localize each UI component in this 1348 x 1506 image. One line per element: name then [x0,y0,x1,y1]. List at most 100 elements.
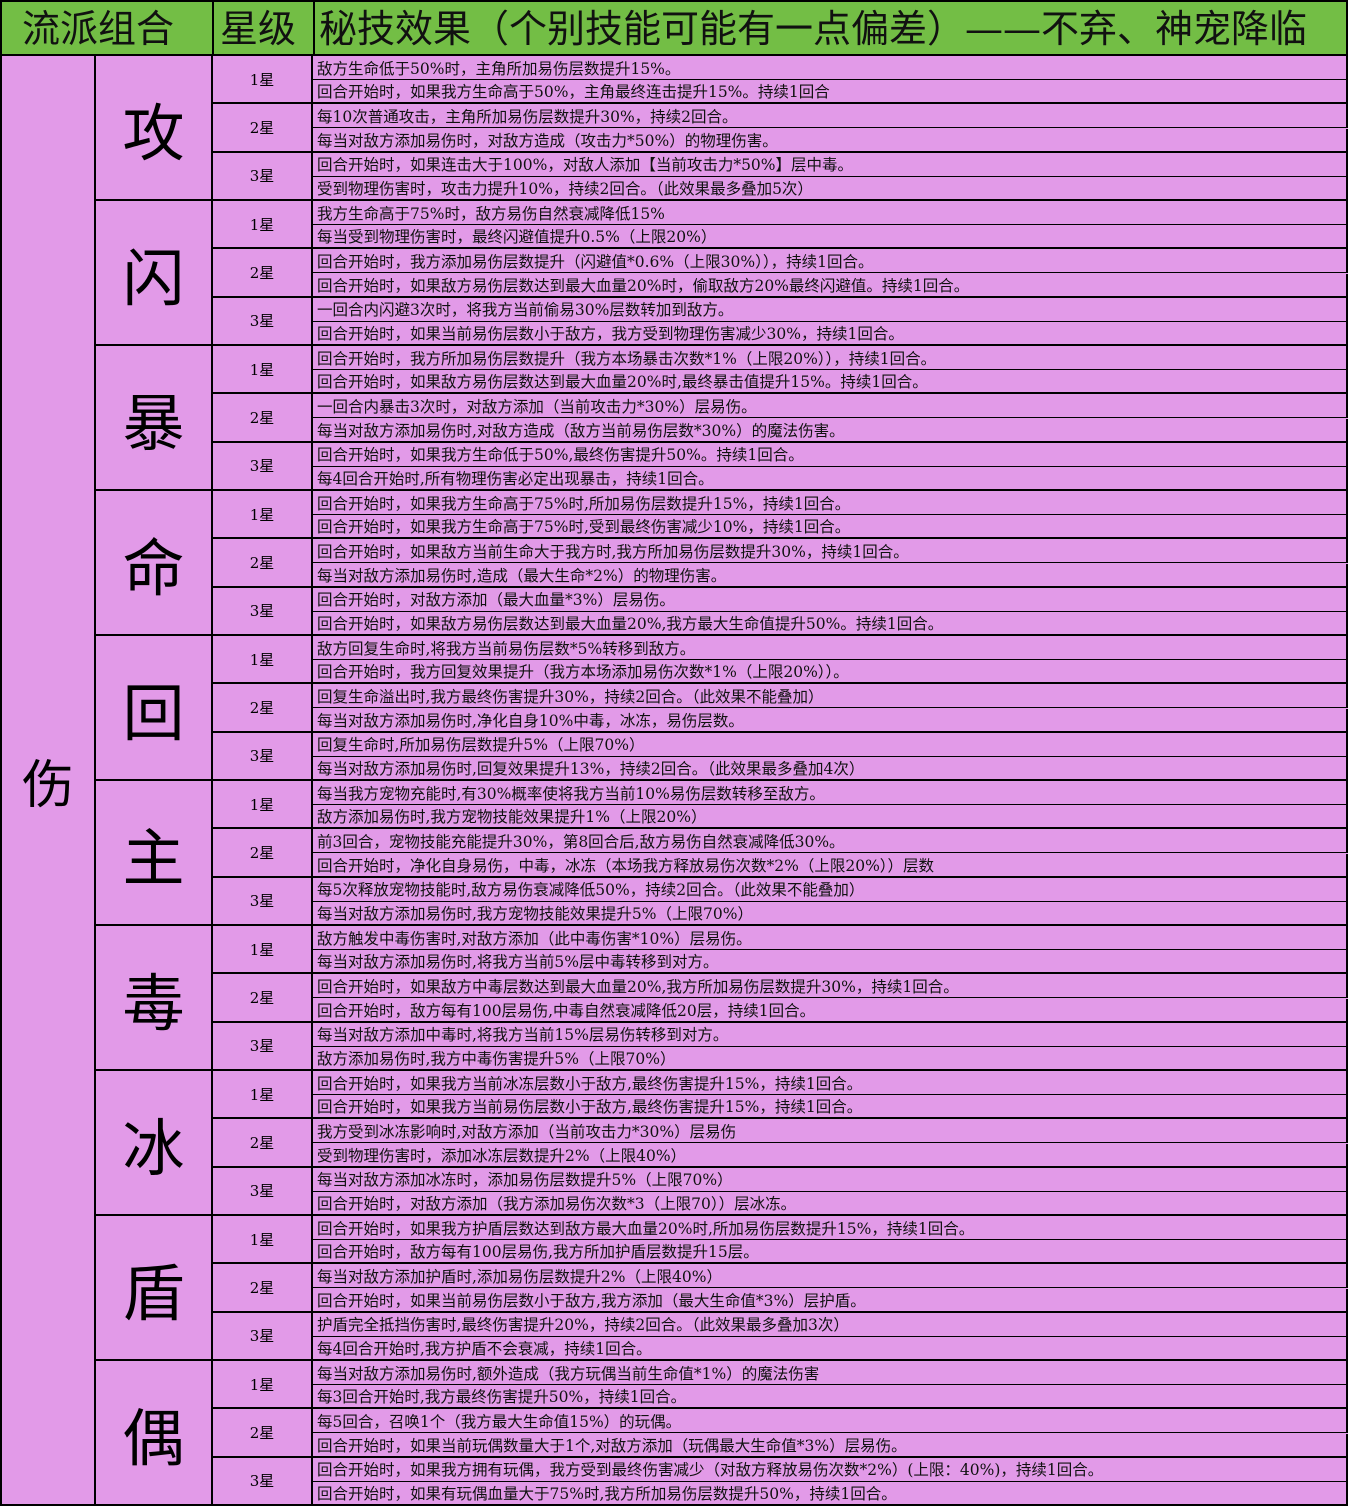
effect-cell: 回合开始时，我方所加易伤层数提升（我方本场暴击次数*1%（上限20%）），持续1… [313,346,1348,371]
star-level-cell: 2星 [213,249,313,298]
star-level-cell: 3星 [213,297,313,346]
effect-cell: 回合开始时，对敌方添加（最大血量*3%）层易伤。 [313,587,1348,612]
effect-cell: 回合开始时，对敌方添加（我方添加易伤次数*3（上限70））层冰冻。 [313,1191,1348,1216]
star-level-cell: 3星 [213,732,313,781]
category-cell: 伤 [0,56,96,1506]
star-level-cell: 3星 [213,152,313,201]
effect-cell: 回合开始时，如果我方拥有玩偶，我方受到最终伤害减少（对敌方释放易伤次数*2%）(… [313,1457,1348,1482]
star-level-cell: 1星 [213,491,313,540]
effect-cell: 每当对敌方添加护盾时,添加易伤层数提升2%（上限40%） [313,1264,1348,1289]
effect-cell: 每5回合，召唤1个（我方最大生命值15%）的玩偶。 [313,1409,1348,1434]
school-cell: 攻 [96,56,213,201]
effect-cell: 每当受到物理伤害时，最终闪避值提升0.5%（上限20%） [313,225,1348,250]
effect-cell: 每当对敌方添加易伤时,将我方当前5%层中毒转移到对方。 [313,950,1348,975]
effect-cell: 每当对敌方添加中毒时,将我方当前15%层易伤转移到对方。 [313,1022,1348,1047]
effect-cell: 每4回合开始时,我方护盾不会衰减，持续1回合。 [313,1336,1348,1361]
effect-cell: 回合开始时，我方添加易伤层数提升（闪避值*0.6%（上限30%）），持续1回合。 [313,249,1348,274]
effect-cell: 回合开始时，如果我方护盾层数达到敌方最大血量20%时,所加易伤层数提升15%，持… [313,1216,1348,1241]
effect-cell: 回合开始时，如果敌方当前生命大于我方时,我方所加易伤层数提升30%，持续1回合。 [313,539,1348,564]
star-level-cell: 3星 [213,1022,313,1071]
star-level-cell: 2星 [213,394,313,443]
star-level-cell: 1星 [213,636,313,685]
effect-cell: 每当我方宠物充能时,有30%概率使将我方当前10%易伤层数转移至敌方。 [313,781,1348,806]
effect-cell: 回合开始时，如果当前玩偶数量大于1个,对敌方添加（玩偶最大生命值*3%）层易伤。 [313,1433,1348,1458]
effect-cell: 回复生命溢出时,我方最终伤害提升30%，持续2回合。（此效果不能叠加） [313,684,1348,709]
effect-cell: 一回合内暴击3次时，对敌方添加（当前攻击力*30%）层易伤。 [313,394,1348,419]
effect-cell: 一回合内闪避3次时，将我方当前偷易30%层数转加到敌方。 [313,297,1348,322]
effect-cell: 回合开始时，如果敌方易伤层数达到最大血量20%,我方最大生命值提升50%。持续1… [313,611,1348,636]
effect-cell: 每当对敌方添加易伤时，对敌方造成（攻击力*50%）的物理伤害。 [313,128,1348,153]
star-level-cell: 2星 [213,974,313,1023]
effect-cell: 每当对敌方添加易伤时,造成（最大生命*2%）的物理伤害。 [313,563,1348,588]
star-level-cell: 1星 [213,56,313,105]
effect-cell: 每当对敌方添加易伤时,额外造成（我方玩偶当前生命值*1%）的魔法伤害 [313,1361,1348,1386]
star-level-cell: 1星 [213,1071,313,1120]
effect-cell: 每当对敌方添加冰冻时，添加易伤层数提升5%（上限70%） [313,1167,1348,1192]
effect-cell: 回合开始时，如果我方生命高于50%，主角最终连击提升15%。持续1回合 [313,80,1348,105]
effect-cell: 回合开始时，如果敌方易伤层数达到最大血量20%时,最终暴击值提升15%。持续1回… [313,370,1348,395]
effect-cell: 每3回合开始时,我方最终伤害提升50%，持续1回合。 [313,1385,1348,1410]
star-level-cell: 1星 [213,926,313,975]
effect-cell: 每当对敌方添加易伤时,净化自身10%中毒，冰冻，易伤层数。 [313,708,1348,733]
school-cell: 暴 [96,346,213,491]
effect-cell: 每当对敌方添加易伤时,回复效果提升13%，持续2回合。（此效果最多叠加4次） [313,756,1348,781]
header-row: 流派组合 星级 秘技效果（个别技能可能有一点偏差）——不弃、神宠降临 [0,0,1348,56]
star-level-cell: 2星 [213,1119,313,1168]
effect-cell: 每10次普通攻击，主角所加易伤层数提升30%，持续2回合。 [313,104,1348,129]
effect-cell: 回合开始时，如果我方当前易伤层数小于敌方,最终伤害提升15%，持续1回合。 [313,1095,1348,1120]
effect-cell: 敌方回复生命时,将我方当前易伤层数*5%转移到敌方。 [313,636,1348,661]
effect-cell: 回合开始时，净化自身易伤，中毒，冰冻（本场我方释放易伤次数*2%（上限20%））… [313,853,1348,878]
effect-cell: 敌方触发中毒伤害时,对敌方添加（此中毒伤害*10%）层易伤。 [313,926,1348,951]
star-level-cell: 1星 [213,346,313,395]
effect-cell: 回复生命时,所加易伤层数提升5%（上限70%） [313,732,1348,757]
star-level-cell: 3星 [213,1167,313,1216]
effect-cell: 每5次释放宠物技能时,敌方易伤衰减降低50%，持续2回合。（此效果不能叠加） [313,877,1348,902]
star-level-cell: 3星 [213,877,313,926]
school-cell: 闪 [96,201,213,346]
star-level-cell: 1星 [213,201,313,250]
effect-cell: 回合开始时，敌方每有100层易伤,我方所加护盾层数提升15层。 [313,1240,1348,1265]
school-cell: 命 [96,491,213,636]
effect-cell: 受到物理伤害时，攻击力提升10%，持续2回合。（此效果最多叠加5次） [313,176,1348,201]
effect-cell: 回合开始时，如果当前易伤层数小于敌方,我方添加（最大生命值*3%）层护盾。 [313,1288,1348,1313]
school-cell: 回 [96,636,213,781]
effect-cell: 回合开始时，如果连击大于100%，对敌人添加【当前攻击力*50%】层中毒。 [313,152,1348,177]
header-effect: 秘技效果（个别技能可能有一点偏差）——不弃、神宠降临 [319,7,1308,51]
school-cell: 冰 [96,1071,213,1216]
effect-cell: 敌方添加易伤时,我方中毒伤害提升5%（上限70%） [313,1046,1348,1071]
effect-cell: 敌方添加易伤时,我方宠物技能效果提升1%（上限20%） [313,805,1348,830]
effect-cell: 回合开始时，如果我方生命低于50%,最终伤害提升50%。持续1回合。 [313,442,1348,467]
star-level-cell: 1星 [213,1216,313,1265]
star-level-cell: 3星 [213,442,313,491]
effect-cell: 回合开始时，敌方每有100层易伤,中毒自然衰减降低20层，持续1回合。 [313,998,1348,1023]
star-level-cell: 3星 [213,587,313,636]
star-level-cell: 2星 [213,829,313,878]
effect-cell: 敌方生命低于50%时，主角所加易伤层数提升15%。 [313,56,1348,81]
star-level-cell: 1星 [213,781,313,830]
school-cell: 毒 [96,926,213,1071]
header-star: 星级 [214,2,315,56]
effect-cell: 我方生命高于75%时，敌方易伤自然衰减降低15% [313,201,1348,226]
effect-cell: 前3回合，宠物技能充能提升30%，第8回合后,敌方易伤自然衰减降低30%。 [313,829,1348,854]
effect-cell: 护盾完全抵挡伤害时,最终伤害提升20%，持续2回合。（此效果最多叠加3次） [313,1312,1348,1337]
effect-cell: 回合开始时，如果有玩偶血量大于75%时,我方所加易伤层数提升50%，持续1回合。 [313,1481,1348,1506]
star-level-cell: 2星 [213,1409,313,1458]
effect-cell: 回合开始时，如果敌方易伤层数达到最大血量20%时，偷取敌方20%最终闪避值。持续… [313,273,1348,298]
effect-cell: 回合开始时，如果我方生命高于75%时,所加易伤层数提升15%，持续1回合。 [313,491,1348,516]
header-school: 流派组合 [2,2,214,56]
star-level-cell: 2星 [213,684,313,733]
effect-cell: 每4回合开始时,所有物理伤害必定出现暴击，持续1回合。 [313,466,1348,491]
effect-cell: 每当对敌方添加易伤时,对敌方造成（敌方当前易伤层数*30%）的魔法伤害。 [313,418,1348,443]
star-level-cell: 2星 [213,1264,313,1313]
school-cell: 主 [96,781,213,926]
school-cell: 盾 [96,1216,213,1361]
effect-cell: 每当对敌方添加易伤时,我方宠物技能效果提升5%（上限70%） [313,901,1348,926]
star-level-cell: 2星 [213,104,313,153]
effect-cell: 回合开始时，如果我方当前冰冻层数小于敌方,最终伤害提升15%，持续1回合。 [313,1071,1348,1096]
star-level-cell: 2星 [213,539,313,588]
effect-cell: 回合开始时，如果我方生命高于75%时,受到最终伤害减少10%，持续1回合。 [313,515,1348,540]
skill-table: 伤 攻 1星 敌方生命低于50%时，主角所加易伤层数提升15%。 回合开始时，如果我方… [0,56,1348,1506]
school-cell: 偶 [96,1361,213,1506]
effect-cell: 回合开始时，我方回复效果提升（我方本场添加易伤次数*1%（上限20%））。 [313,660,1348,685]
star-level-cell: 3星 [213,1457,313,1506]
